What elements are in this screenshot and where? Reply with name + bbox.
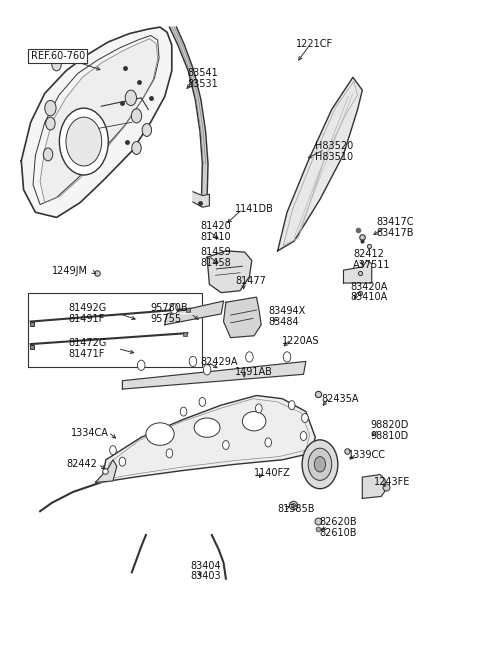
Polygon shape [207, 251, 252, 293]
Polygon shape [40, 39, 157, 203]
Circle shape [204, 365, 211, 375]
Polygon shape [193, 192, 209, 207]
Circle shape [300, 432, 307, 441]
Polygon shape [169, 27, 208, 199]
Text: 82442: 82442 [66, 459, 97, 469]
Circle shape [223, 441, 229, 449]
Text: 83417C
83417B: 83417C 83417B [376, 217, 414, 238]
Text: 83541
83531: 83541 83531 [187, 68, 218, 89]
Polygon shape [224, 297, 261, 338]
Text: 82620B
82610B: 82620B 82610B [319, 517, 357, 538]
Text: 81492G
81491F: 81492G 81491F [68, 303, 107, 323]
Circle shape [125, 90, 136, 106]
Polygon shape [96, 460, 117, 482]
Text: 83404
83403: 83404 83403 [191, 561, 221, 581]
Circle shape [180, 407, 187, 416]
Polygon shape [344, 260, 372, 283]
Circle shape [170, 304, 178, 314]
Circle shape [60, 108, 108, 175]
Circle shape [288, 401, 295, 409]
Circle shape [265, 438, 272, 447]
Text: 1243FE: 1243FE [374, 478, 410, 487]
Circle shape [301, 413, 308, 422]
Polygon shape [21, 27, 172, 217]
Circle shape [142, 123, 152, 136]
Ellipse shape [194, 418, 220, 438]
Polygon shape [277, 77, 362, 251]
Circle shape [119, 457, 126, 466]
Circle shape [137, 360, 145, 371]
Circle shape [66, 117, 102, 166]
Circle shape [314, 457, 325, 472]
Text: 1140FZ: 1140FZ [254, 468, 291, 478]
Circle shape [189, 356, 197, 367]
Text: 1221CF: 1221CF [297, 39, 334, 49]
Text: 81385B: 81385B [277, 504, 315, 514]
Text: 83420A
83410A: 83420A 83410A [350, 281, 388, 302]
Text: 1491AB: 1491AB [235, 367, 273, 377]
Text: 95780B
95755: 95780B 95755 [151, 303, 188, 323]
Text: H83520
H83510: H83520 H83510 [315, 141, 353, 161]
Text: 82429A: 82429A [200, 357, 238, 367]
Text: 1141DB: 1141DB [235, 204, 274, 214]
Circle shape [43, 148, 53, 161]
Circle shape [255, 404, 262, 413]
Circle shape [132, 109, 142, 123]
Polygon shape [165, 301, 224, 325]
Polygon shape [122, 361, 306, 389]
Text: 1249JM: 1249JM [52, 266, 88, 276]
Circle shape [283, 352, 291, 362]
Text: REF.60-760: REF.60-760 [31, 51, 85, 61]
Polygon shape [362, 474, 386, 499]
Circle shape [52, 58, 61, 71]
Ellipse shape [242, 411, 266, 431]
Circle shape [110, 445, 116, 455]
Circle shape [45, 100, 56, 116]
Circle shape [46, 117, 55, 130]
Text: 1220AS: 1220AS [282, 336, 320, 346]
Text: 98820D
98810D: 98820D 98810D [371, 420, 409, 441]
Circle shape [302, 440, 338, 489]
Text: 1334CA: 1334CA [71, 428, 108, 438]
Circle shape [132, 142, 141, 154]
Circle shape [246, 352, 253, 362]
Text: 81420
81410: 81420 81410 [200, 221, 231, 242]
Polygon shape [101, 396, 315, 482]
Circle shape [166, 449, 173, 458]
Text: 1339CC: 1339CC [348, 449, 386, 460]
Text: 83494X
83484: 83494X 83484 [268, 306, 305, 327]
Circle shape [199, 398, 205, 407]
Text: 82435A: 82435A [321, 394, 359, 403]
Circle shape [308, 448, 332, 480]
Text: 81459
81458: 81459 81458 [200, 247, 231, 268]
Text: 81472G
81471F: 81472G 81471F [68, 338, 107, 359]
Ellipse shape [146, 423, 174, 445]
Text: 81477: 81477 [235, 276, 266, 286]
Text: 82412
A37511: 82412 A37511 [353, 249, 390, 270]
